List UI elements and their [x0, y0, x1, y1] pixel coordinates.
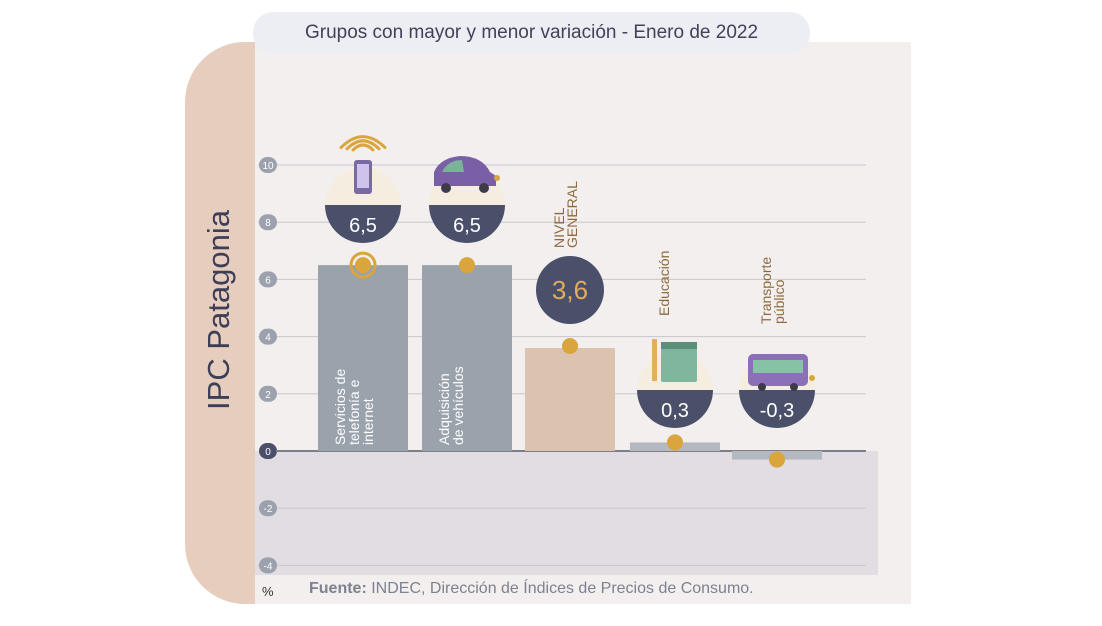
- book-top: [661, 342, 697, 349]
- wifi-arc: [345, 139, 381, 151]
- y-tick-label: -2: [264, 504, 273, 515]
- value-dot: [667, 434, 683, 451]
- wifi-arc: [351, 143, 375, 152]
- y-tick-label: 6: [265, 275, 271, 286]
- tick-badge: [259, 214, 277, 231]
- bus-wheel: [790, 383, 798, 391]
- tick-badge: [259, 385, 277, 402]
- bus-windows: [753, 360, 803, 373]
- value-label: 6,5: [349, 215, 377, 237]
- bar: [525, 348, 615, 451]
- value-dot-ring: [349, 251, 377, 279]
- value-badge: [536, 256, 604, 324]
- category-label: Educación: [656, 251, 672, 316]
- bus-icon: [748, 354, 815, 391]
- value-dot: [562, 338, 578, 354]
- book-pencil-icon: [652, 339, 697, 382]
- y-tick-label: 4: [265, 333, 271, 344]
- tick-badge: [259, 443, 277, 459]
- category-label-line: público: [771, 279, 787, 324]
- value-badge: [325, 205, 401, 243]
- bus-wheel: [758, 383, 766, 391]
- bar-label-line: de vehículos: [450, 366, 466, 445]
- value-label: -0,3: [760, 400, 794, 422]
- category-label-line: NIVEL: [551, 207, 567, 248]
- bar-label-line: telefonía e: [346, 379, 362, 445]
- negative-area: [255, 451, 878, 575]
- category-label-line: GENERAL: [564, 181, 580, 248]
- y-tick-label: 10: [262, 161, 274, 172]
- car-window: [442, 160, 464, 172]
- tick-badge: [259, 271, 277, 288]
- y-tick-label: 2: [265, 390, 271, 401]
- smartphone-wifi-icon: [339, 135, 387, 194]
- tick-badge: [259, 500, 277, 517]
- pencil: [652, 339, 657, 381]
- car-wheel: [441, 183, 451, 193]
- tick-badge: [259, 557, 277, 574]
- value-label: 6,5: [453, 215, 481, 237]
- wifi-arc: [339, 135, 387, 150]
- tick-badge: [259, 157, 277, 173]
- category-label-line: Transporte: [758, 257, 774, 324]
- bus-plug: [809, 375, 815, 381]
- bar-label-line: Servicios de: [332, 369, 348, 445]
- value-badge: [739, 390, 815, 428]
- bar: [422, 265, 512, 451]
- bar-label-line: internet: [360, 398, 376, 445]
- book: [661, 342, 697, 382]
- value-dot: [459, 257, 475, 274]
- value-badge: [637, 390, 713, 428]
- tick-badge: [259, 328, 277, 345]
- value-label: 3,6: [552, 275, 588, 305]
- side-band: [185, 42, 255, 604]
- car-icon: [434, 156, 500, 193]
- value-dot: [769, 451, 785, 468]
- bar: [318, 265, 408, 451]
- title-box: [253, 12, 810, 54]
- phone-screen: [357, 164, 369, 188]
- source-label: Fuente:: [309, 580, 367, 597]
- source-text: INDEC, Dirección de Índices de Precios d…: [366, 580, 754, 597]
- unit-label: %: [262, 584, 274, 599]
- source-note: Fuente: INDEC, Dirección de Índices de P…: [309, 580, 754, 598]
- value-badge: [429, 205, 505, 243]
- car-wheel: [479, 183, 489, 193]
- y-tick-label: -4: [264, 561, 273, 572]
- bar-label-line: Adquisición: [436, 373, 452, 445]
- chart-title: Grupos con mayor y menor variación - Ene…: [304, 22, 759, 43]
- y-tick-label: 0: [265, 447, 271, 458]
- value-dot: [355, 257, 371, 274]
- y-tick-label: 8: [265, 218, 271, 229]
- value-label: 0,3: [661, 400, 689, 422]
- category-label-line: Educación: [656, 251, 672, 316]
- car-plug: [494, 175, 500, 181]
